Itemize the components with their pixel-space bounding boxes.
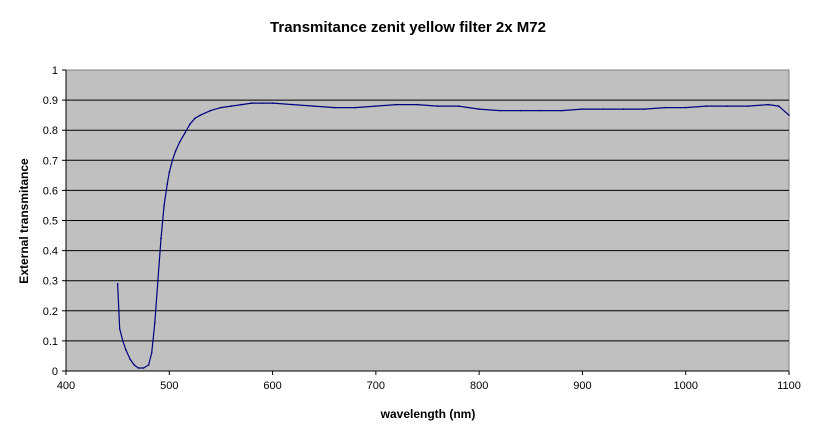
data-point [122,340,124,342]
data-point [116,282,119,285]
data-point [746,105,749,107]
y-tick-label-5: 0.5 [43,216,58,228]
x-tick-label-3: 700 [367,380,385,392]
x-tick-label-5: 900 [573,380,591,392]
data-point [395,103,398,106]
y-tick-label-6: 0.6 [43,185,58,197]
data-point [292,103,295,106]
y-tick-label-10: 1 [52,65,58,77]
data-point [540,109,542,112]
data-point [416,103,419,106]
data-point [437,105,439,107]
data-point [602,108,604,110]
data-point [767,103,770,106]
data-point [499,109,501,112]
data-point [375,105,377,107]
data-point [788,114,790,116]
x-axis-label: wavelength (nm) [380,407,476,421]
x-tick-label-6: 1000 [673,380,697,392]
data-point [166,183,168,186]
data-point [137,367,140,369]
data-point [129,358,131,360]
x-axis-ticks: 400 500 600 700 800 900 1000 1100 [57,370,801,392]
data-point [251,102,253,104]
x-tick-label-4: 800 [470,380,488,392]
data-point [171,159,174,162]
data-point [622,108,625,110]
x-tick-label-1: 500 [160,380,178,392]
x-tick-label-2: 600 [263,380,281,392]
data-point [354,106,357,109]
x-tick-label-7: 1100 [777,380,801,392]
data-point [178,141,181,143]
data-point [271,102,274,104]
y-tick-label-7: 0.7 [43,155,58,167]
series-group [116,102,790,369]
data-point [519,109,522,112]
data-point [160,237,162,240]
gridlines [66,99,789,342]
data-point [157,279,159,282]
data-point [220,106,222,109]
data-point [313,105,315,107]
data-point [664,106,666,109]
y-tick-label-2: 0.2 [43,306,58,318]
data-point [189,123,191,125]
y-tick-label-1: 0.1 [43,336,58,348]
data-point [147,364,150,366]
y-tick-label-8: 0.8 [43,125,58,137]
data-point [184,132,186,134]
data-point [118,328,121,330]
data-point [333,106,336,109]
y-tick-label-0: 0 [52,366,58,378]
data-point [154,322,156,324]
y-axis-label: External transmitance [17,158,31,284]
data-point [261,102,264,104]
data-point [168,171,171,174]
data-point [561,109,563,112]
chart-title: Transmitance zenit yellow filter 2x M72 [270,19,546,36]
data-point [133,364,135,366]
y-tick-label-4: 0.4 [43,246,58,258]
x-tick-label-0: 400 [57,380,75,392]
data-point [174,150,177,153]
data-point [163,204,165,207]
data-point [457,105,460,107]
data-point [684,106,687,109]
data-point [777,105,780,107]
y-tick-label-3: 0.3 [43,276,58,288]
data-point [581,108,584,110]
data-point [230,105,233,107]
data-point [726,105,728,107]
data-point [194,117,196,119]
data-point [643,108,646,110]
data-point [705,105,708,107]
data-point [125,349,127,351]
y-axis-ticks: 0 0.1 0.2 0.3 0.4 0.5 0.6 0.7 0.8 0.9 1 [43,65,67,378]
data-point [199,114,202,116]
data-point [150,352,153,354]
data-point [142,367,145,369]
data-point [209,109,212,112]
data-point [478,108,480,110]
series-line-0 [117,102,790,369]
y-tick-label-9: 0.9 [43,95,58,107]
data-point [240,103,243,106]
